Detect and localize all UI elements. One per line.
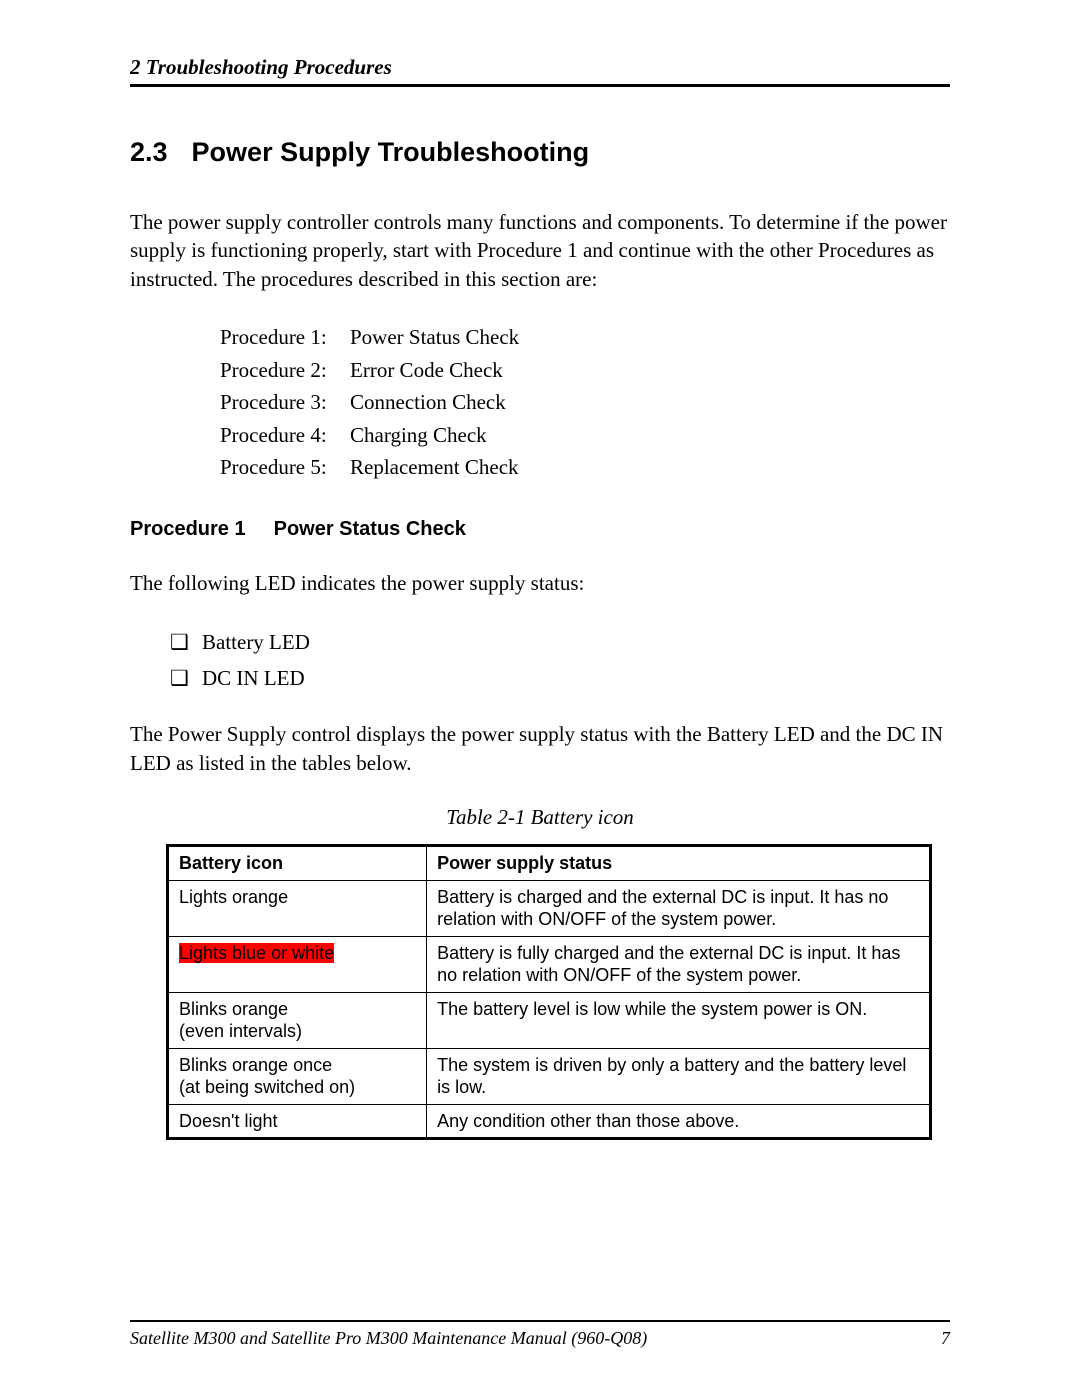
paragraph-2: The following LED indicates the power su…	[130, 569, 950, 597]
table-cell: Lights orange	[168, 880, 427, 936]
check-label: Battery LED	[202, 630, 310, 654]
procedure-item: Procedure 5:Replacement Check	[220, 451, 950, 484]
table-caption: Table 2-1 Battery icon	[130, 805, 950, 830]
procedure-item: Procedure 2:Error Code Check	[220, 354, 950, 387]
table-cell: Battery is fully charged and the externa…	[427, 936, 931, 992]
page-footer: Satellite M300 and Satellite Pro M300 Ma…	[130, 1320, 950, 1349]
table-cell: Any condition other than those above.	[427, 1104, 931, 1139]
procedure-item: Procedure 4:Charging Check	[220, 419, 950, 452]
check-item: ❑Battery LED	[170, 625, 950, 661]
highlighted-text: Lights blue or white	[179, 943, 334, 963]
table-row: Lights orangeBattery is charged and the …	[168, 880, 931, 936]
procedure-subhead: Procedure 1 Power Status Check	[130, 518, 950, 541]
procedure-name: Connection Check	[350, 390, 506, 414]
table-header-0: Battery icon	[168, 846, 427, 881]
paragraph-3: The Power Supply control displays the po…	[130, 720, 950, 777]
battery-icon-table: Battery icon Power supply status Lights …	[166, 844, 932, 1140]
table-cell: Blinks orange once(at being switched on)	[168, 1048, 427, 1104]
subhead-right: Power Status Check	[274, 518, 466, 540]
procedure-label: Procedure 2:	[220, 354, 350, 387]
procedure-name: Charging Check	[350, 423, 487, 447]
table-header-1: Power supply status	[427, 846, 931, 881]
procedure-item: Procedure 1:Power Status Check	[220, 321, 950, 354]
table-cell: Doesn't light	[168, 1104, 427, 1139]
procedure-item: Procedure 3:Connection Check	[220, 386, 950, 419]
footer-page-number: 7	[941, 1328, 950, 1349]
table-row: Blinks orange once(at being switched on)…	[168, 1048, 931, 1104]
section-title-text: Power Supply Troubleshooting	[192, 137, 590, 167]
table-cell: The system is driven by only a battery a…	[427, 1048, 931, 1104]
intro-paragraph: The power supply controller controls man…	[130, 208, 950, 293]
procedure-list: Procedure 1:Power Status CheckProcedure …	[220, 321, 950, 484]
table-row: Lights blue or white Battery is fully cha…	[168, 936, 931, 992]
procedure-label: Procedure 4:	[220, 419, 350, 452]
table-row: Doesn't lightAny condition other than th…	[168, 1104, 931, 1139]
procedure-label: Procedure 1:	[220, 321, 350, 354]
checkbox-icon: ❑	[170, 625, 202, 661]
page-header: 2 Troubleshooting Procedures	[130, 55, 950, 87]
subhead-left: Procedure 1	[130, 518, 246, 541]
table-cell: Battery is charged and the external DC i…	[427, 880, 931, 936]
check-item: ❑DC IN LED	[170, 661, 950, 697]
table-cell: Lights blue or white	[168, 936, 427, 992]
procedure-name: Replacement Check	[350, 455, 519, 479]
table-cell: Blinks orange(even intervals)	[168, 992, 427, 1048]
table-row: Blinks orange(even intervals)The battery…	[168, 992, 931, 1048]
checkbox-icon: ❑	[170, 661, 202, 697]
footer-left: Satellite M300 and Satellite Pro M300 Ma…	[130, 1328, 647, 1349]
procedure-label: Procedure 3:	[220, 386, 350, 419]
page: 2 Troubleshooting Procedures 2.3 Power Su…	[0, 0, 1080, 1397]
section-title: 2.3 Power Supply Troubleshooting	[130, 137, 950, 168]
check-label: DC IN LED	[202, 666, 305, 690]
procedure-name: Error Code Check	[350, 358, 503, 382]
procedure-label: Procedure 5:	[220, 451, 350, 484]
check-list: ❑Battery LED❑DC IN LED	[170, 625, 950, 696]
procedure-name: Power Status Check	[350, 325, 519, 349]
table-cell: The battery level is low while the syste…	[427, 992, 931, 1048]
section-number: 2.3	[130, 137, 168, 168]
